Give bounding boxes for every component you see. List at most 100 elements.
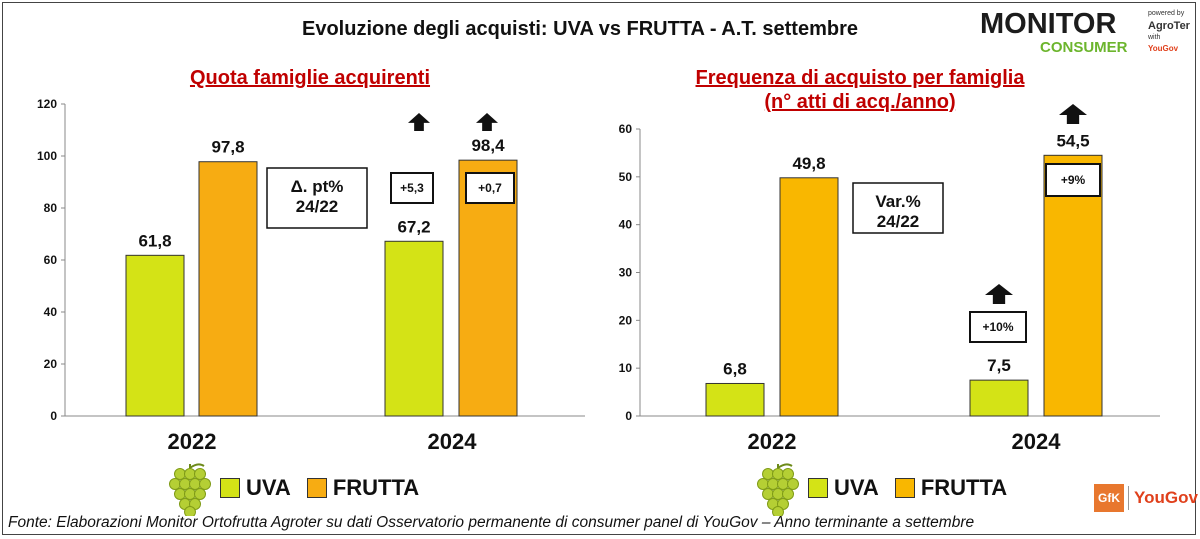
bar [1043,154,1103,417]
page-title: Evoluzione degli acquisti: UVA vs FRUTTA… [302,18,858,40]
grape-berry [194,468,206,480]
y-tick-label: 10 [619,361,633,375]
data-label: 6,8 [723,359,747,378]
y-tick-label: 0 [50,409,57,423]
y-tick-label: 100 [37,149,57,163]
bar [779,177,839,417]
annotation-box-label: Δ. pt% [291,177,344,196]
change-label: +5,3 [400,181,424,195]
annotation-box-label: Var.% [875,192,920,211]
x-tick-label: 2024 [428,429,478,454]
annotation-box-label: 24/22 [296,197,339,216]
grape-berry [787,478,799,490]
change-box [969,311,1027,343]
chart1-title: Quota famiglie acquirenti [189,67,431,89]
x-tick-label: 2022 [748,429,797,454]
grape-berry [189,478,201,490]
y-tick-label: 20 [619,313,633,327]
change-label: +9% [1061,173,1086,187]
gfk-logo: GfK [1094,484,1124,512]
grape-berry [777,478,789,490]
grape-berry [757,478,769,490]
data-label: 49,8 [792,154,825,173]
grape-berry [767,478,779,490]
grape-berry [762,468,774,480]
grape-berry [184,488,196,500]
y-tick-label: 50 [619,170,633,184]
change-label: +10% [982,320,1013,334]
legend-swatch-uva [808,478,828,498]
logo-name-top: MONITOR [980,8,1117,40]
up-arrow-icon [985,284,1013,304]
bar [705,382,765,417]
data-label: 97,8 [211,138,244,157]
y-tick-label: 80 [44,201,58,215]
legend-swatch-frutta [306,478,327,498]
y-tick-label: 60 [619,122,633,136]
annotation-box [266,167,368,229]
grape-berry [772,506,784,516]
logo-partner: AgroTer [1148,20,1190,32]
logo-with: with [1148,34,1161,41]
grape-berry [782,468,794,480]
grape-berry [199,478,211,490]
logo-name-bottom: CONSUMER [1040,39,1128,56]
legend-label-frutta: FRUTTA [332,475,420,500]
data-label: 61,8 [138,231,171,250]
logo-powered: powered by [1148,10,1185,17]
grape-berry [782,488,794,500]
change-label: +0,7 [478,181,502,195]
chart1-svg: 0 20 40 60 80 100 120 2022 2024 61,8 67,2 97,8 98,4 Δ… [37,97,585,454]
bar [969,379,1029,417]
grape-berry [174,468,186,480]
grape-icon [169,463,211,516]
grape-berry [772,468,784,480]
y-tick-label: 120 [37,97,57,111]
change-box [390,172,434,204]
legend-swatch-uva [220,478,240,498]
bar [198,161,258,417]
yougov-logo: YouGov [1134,488,1198,507]
legend-label-uva: UVA [246,475,291,500]
grape-berry [179,478,191,490]
grape-berry [194,488,206,500]
legend-swatch-frutta [894,478,915,498]
chart2-title: Frequenza di acquisto per famiglia (n° a… [660,66,1060,114]
grape-berry [772,488,784,500]
brand-separator [1128,486,1129,510]
y-tick-label: 40 [44,305,58,319]
change-box [1045,163,1101,197]
chart2-svg: 0 10 20 30 40 50 60 2022 2024 6,8 7,5 49,8 54,5 Var.%… [619,104,1160,454]
x-tick-label: 2024 [1012,429,1062,454]
data-label: 67,2 [397,217,430,236]
source-footer: Fonte: Elaborazioni Monitor Ortofrutta A… [8,514,975,531]
chart2-title-line1: Frequenza di acquisto per famiglia [695,67,1025,89]
chart1-legend: UVA FRUTTA [168,460,435,516]
change-box [465,172,515,204]
grape-berry [169,478,181,490]
annotation-box [852,182,944,234]
annotation-box-label: 24/22 [877,212,920,231]
grape-berry [762,488,774,500]
grape-berry [184,506,196,516]
up-arrow-icon [476,113,498,131]
logo-partner2: YouGov [1148,44,1179,53]
up-arrow-icon [1059,104,1087,124]
y-tick-label: 20 [44,357,58,371]
y-tick-label: 30 [619,266,633,280]
monitor-consumer-logo: MONITOR CONSUMER powered by AgroTer with… [980,8,1190,58]
grape-berry [184,468,196,480]
grape-icon [757,463,799,516]
chart2-legend: UVA FRUTTA [756,460,1023,516]
bar [125,254,185,417]
legend-label-uva: UVA [834,475,879,500]
y-tick-label: 0 [625,409,632,423]
bar [384,240,444,417]
data-label: 98,4 [471,136,505,155]
legend-label-frutta: FRUTTA [920,475,1008,500]
data-label: 7,5 [987,356,1011,375]
grape-berry [174,488,186,500]
up-arrow-icon [408,113,430,131]
x-tick-label: 2022 [168,429,217,454]
